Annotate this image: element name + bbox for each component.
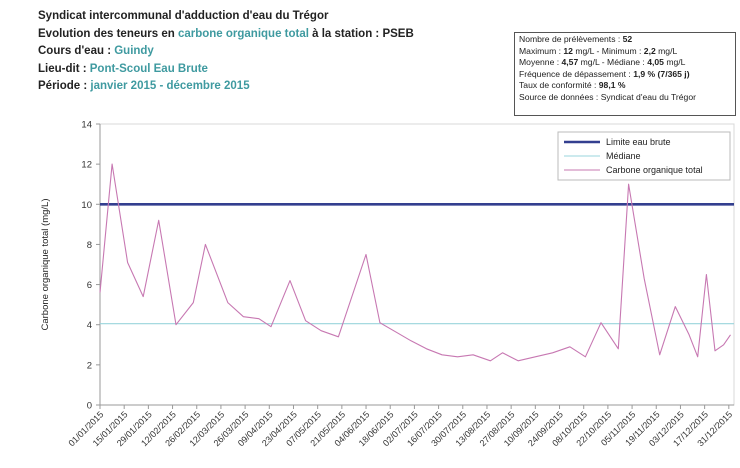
lieu-value: Pont-Scoul Eau Brute xyxy=(89,62,208,75)
cours-value: Guindy xyxy=(114,45,154,57)
stat-count-value: 52 xyxy=(622,34,633,44)
stat-max-value: 12 xyxy=(563,45,573,56)
y-tick-label: 4 xyxy=(87,320,92,331)
stats-box: Nombre de prélèvements : 52 Maximum : 12… xyxy=(514,32,736,116)
stat-median-label: mg/L - Médiane : xyxy=(578,57,648,68)
header-line-2: Evolution des teneurs en carbone organiq… xyxy=(38,26,414,44)
stat-frequency: Fréquence de dépassement : 1,9 % (7/365 … xyxy=(519,69,735,81)
stat-max-label: Maximum : xyxy=(519,45,564,56)
y-tick-label: 8 xyxy=(87,240,92,251)
legend-entry-label: Carbone organique total xyxy=(606,165,703,175)
y-axis-title: Carbone organique total (mg/L) xyxy=(40,198,51,330)
y-tick-label: 2 xyxy=(87,360,92,371)
stat-conformity-label: Taux de conformité : xyxy=(519,80,599,91)
stat-source: Source de données : Syndicat d'eau du Tr… xyxy=(519,91,696,102)
stat-frequency-label: Fréquence de dépassement : xyxy=(519,68,634,79)
stat-count: Nombre de prélèvements : 52 xyxy=(519,34,735,46)
header-lieu: Lieu-dit : Pont-Scoul Eau Brute xyxy=(38,61,414,79)
header-line-1: Syndicat intercommunal d'adduction d'eau… xyxy=(38,10,329,22)
stat-frequency-value: 1,9 % (7/365 j) xyxy=(633,68,690,79)
periode-value: janvier 2015 - décembre 2015 xyxy=(90,80,250,92)
stat-conformity: Taux de conformité : 98,1 % xyxy=(519,80,735,92)
stat-median-unit: mg/L xyxy=(663,57,686,68)
legend-entry-label: Médiane xyxy=(606,151,641,161)
stat-min-value: 2,2 xyxy=(643,45,656,56)
stat-min-label: mg/L - Minimum : xyxy=(572,45,644,56)
stat-min-unit: mg/L xyxy=(655,45,678,56)
cours-label: Cours d'eau : xyxy=(38,45,115,57)
y-tick-label: 0 xyxy=(87,401,92,412)
stat-mean-label: Moyenne : xyxy=(519,57,562,68)
y-tick-label: 6 xyxy=(87,280,92,291)
y-tick-label: 12 xyxy=(81,160,92,171)
stat-count-label: Nombre de prélèvements : xyxy=(519,34,623,44)
stat-mean-median: Moyenne : 4,57 mg/L - Médiane : 4,05 mg/… xyxy=(519,57,735,69)
lieu-label: Lieu-dit : xyxy=(38,62,90,75)
header-parameter: carbone organique total xyxy=(177,27,309,40)
header-periode: Période : janvier 2015 - décembre 2015 xyxy=(38,78,414,96)
stat-max-min: Maximum : 12 mg/L - Minimum : 2,2 mg/L xyxy=(519,46,735,58)
stat-median-value: 4,05 xyxy=(647,57,664,68)
toc-series-line xyxy=(99,163,731,362)
chart-header: Syndicat intercommunal d'adduction d'eau… xyxy=(38,8,414,96)
header-line-2-suffix: à la station : PSEB xyxy=(308,27,414,40)
header-cours: Cours d'eau : Guindy xyxy=(38,43,414,61)
periode-label: Période : xyxy=(38,80,91,92)
stat-conformity-value: 98,1 % xyxy=(598,80,626,91)
legend-entry-label: Limite eau brute xyxy=(606,137,671,147)
y-tick-label: 14 xyxy=(81,120,92,131)
y-tick-label: 10 xyxy=(81,200,92,211)
header-line-2-prefix: Evolution des teneurs en xyxy=(38,27,178,40)
stat-mean-value: 4,57 xyxy=(561,57,579,68)
